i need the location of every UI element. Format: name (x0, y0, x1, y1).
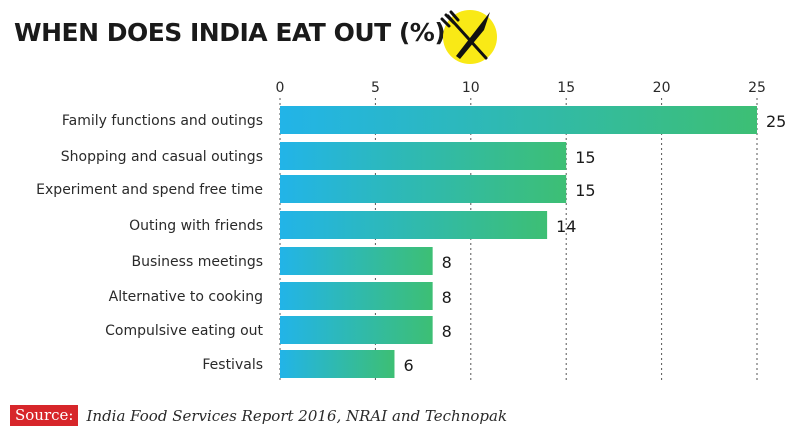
tick-label-10: 10 (462, 80, 480, 96)
category-label-7: Festivals (202, 357, 263, 373)
bar-7 (280, 350, 395, 378)
value-label-2: 15 (575, 181, 595, 200)
category-label-2: Experiment and spend free time (36, 182, 263, 198)
label-layer: 0 5 10 15 20 25 Family functions and outings 25… (36, 80, 786, 375)
source-text: India Food Services Report 2016, NRAI an… (86, 406, 508, 425)
value-label-4: 8 (442, 253, 452, 272)
bar-5 (280, 282, 433, 310)
category-label-5: Alternative to cooking (109, 289, 263, 305)
source-tag: Source: (10, 405, 79, 426)
bar-layer (280, 106, 757, 378)
fork-knife-icon (440, 10, 497, 64)
bar-1 (280, 142, 567, 170)
category-label-4: Business meetings (132, 254, 263, 270)
value-label-6: 8 (442, 322, 452, 341)
value-label-0: 25 (766, 112, 786, 131)
tick-label-20: 20 (653, 80, 671, 96)
bar-4 (280, 247, 433, 275)
tick-label-15: 15 (557, 80, 575, 96)
source-row: Source: India Food Services Report 2016,… (10, 405, 507, 426)
category-label-3: Outing with friends (129, 218, 263, 234)
chart-title: WHEN DOES INDIA EAT OUT (%) (14, 18, 446, 47)
category-label-1: Shopping and casual outings (61, 149, 263, 165)
bar-6 (280, 316, 433, 344)
value-label-1: 15 (575, 148, 595, 167)
value-label-5: 8 (442, 288, 452, 307)
value-label-7: 6 (403, 356, 413, 375)
tick-label-25: 25 (748, 80, 766, 96)
bar-3 (280, 211, 548, 239)
category-label-0: Family functions and outings (62, 113, 263, 129)
tick-label-0: 0 (276, 80, 285, 96)
bar-0 (280, 106, 757, 134)
value-label-3: 14 (556, 217, 576, 236)
tick-label-5: 5 (371, 80, 380, 96)
bar-2 (280, 175, 567, 203)
category-label-6: Compulsive eating out (105, 323, 263, 339)
